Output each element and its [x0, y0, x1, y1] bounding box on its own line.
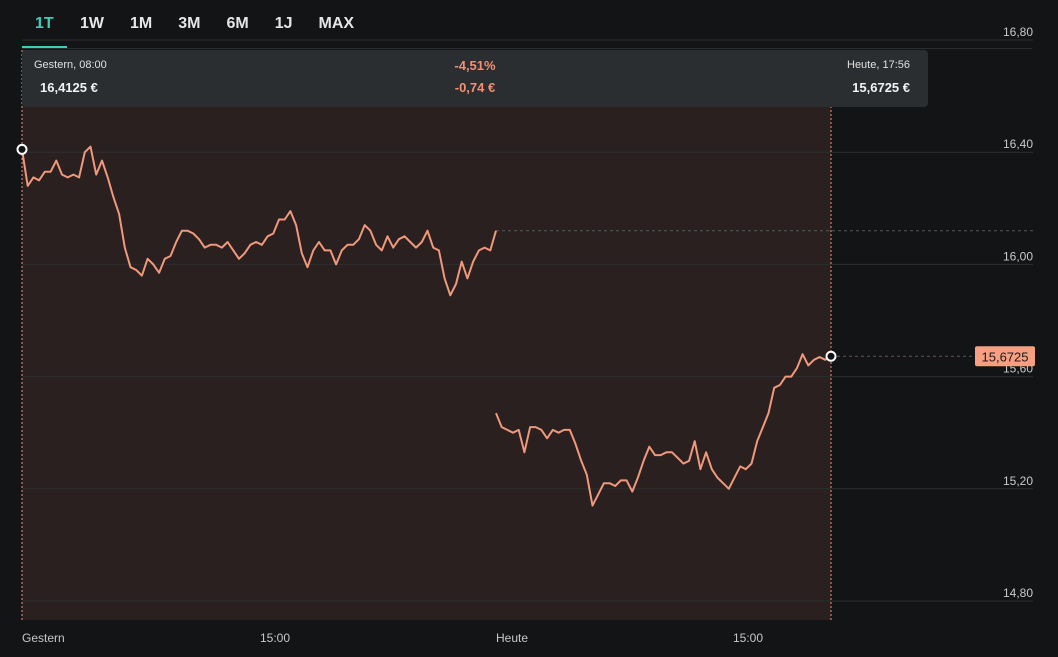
current-price-badge	[975, 346, 1035, 367]
series-line-heute	[495, 353, 832, 507]
y-tick-label: 16,80	[1003, 25, 1033, 39]
tab-6m[interactable]: 6M	[226, 15, 249, 32]
tab-1w[interactable]: 1W	[80, 15, 104, 32]
current-price-badge-label: 15,6725	[982, 349, 1029, 364]
change-percent: -4,51%	[454, 58, 496, 73]
end-price-value: 15,6725 €	[852, 80, 910, 95]
y-tick-label: 15,20	[1003, 474, 1033, 488]
selection-region	[22, 50, 831, 620]
x-tick-label: Gestern	[22, 631, 65, 645]
y-tick-label: 16,40	[1003, 137, 1033, 151]
tab-1j[interactable]: 1J	[274, 15, 293, 32]
tab-1t[interactable]: 1T	[22, 0, 67, 49]
x-tick-label: Heute	[496, 631, 528, 645]
start-price-value: 16,4125 €	[40, 80, 98, 95]
range-summary-panel: Gestern, 08:00 16,4125 € -4,51% -0,74 € …	[22, 50, 928, 107]
x-tick-label: 15:00	[733, 631, 763, 645]
end-time-label: Heute, 17:56	[847, 59, 910, 71]
end-point-marker	[825, 350, 837, 362]
tabs-divider	[22, 48, 1032, 49]
tab-3m[interactable]: 3M	[178, 15, 201, 32]
timeframe-tabs: 1T 1W 1M 3M 6M 1J MAX	[22, 0, 367, 49]
series-line-gestern	[21, 145, 497, 297]
start-point-marker	[16, 143, 28, 155]
change-absolute: -0,74 €	[454, 80, 496, 95]
y-tick-label: 16,00	[1003, 249, 1033, 263]
tab-1m[interactable]: 1M	[130, 15, 153, 32]
start-time-label: Gestern, 08:00	[34, 59, 107, 71]
x-tick-label: 15:00	[260, 631, 290, 645]
y-tick-label: 14,80	[1003, 586, 1033, 600]
tab-max[interactable]: MAX	[318, 15, 355, 32]
